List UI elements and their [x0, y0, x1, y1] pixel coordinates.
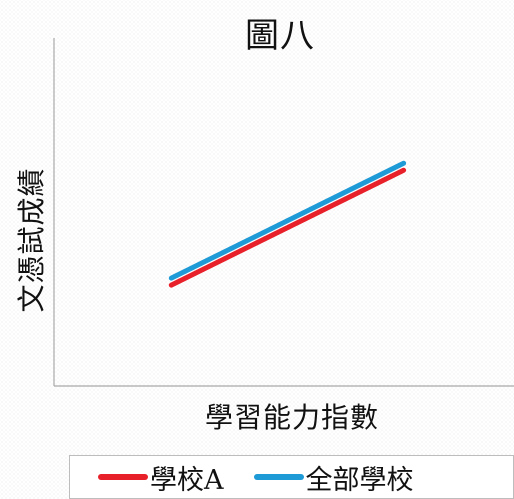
legend-item-school-a: 學校A: [98, 458, 224, 497]
legend-swatch-school-a: [98, 474, 148, 480]
legend-label-all-schools: 全部學校: [305, 464, 414, 496]
series-line-school-a: [168, 167, 407, 288]
legend: 學校A 全部學校: [69, 455, 514, 499]
legend-swatch-all-schools: [253, 474, 304, 480]
series-layer: [168, 160, 407, 288]
legend-label-school-a: 學校A: [150, 464, 224, 496]
y-axis-label: 文憑試成績: [15, 167, 48, 313]
legend-item-all-schools: 全部學校: [253, 458, 414, 497]
series-line-all-schools: [168, 160, 407, 281]
chart-title: 圖八: [245, 16, 315, 56]
x-axis-label: 學習能力指數: [204, 401, 379, 434]
